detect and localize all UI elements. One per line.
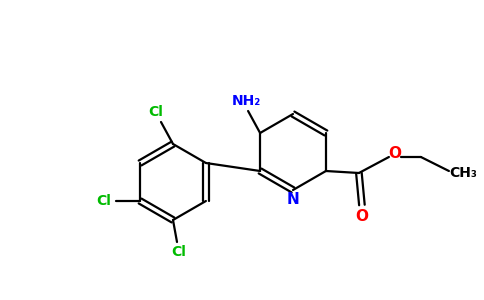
Text: O: O bbox=[355, 208, 368, 224]
Text: N: N bbox=[287, 191, 300, 206]
Text: Cl: Cl bbox=[97, 194, 111, 208]
Text: CH₃: CH₃ bbox=[449, 166, 477, 180]
Text: O: O bbox=[388, 146, 401, 160]
Text: NH₂: NH₂ bbox=[231, 94, 261, 108]
Text: Cl: Cl bbox=[171, 245, 186, 259]
Text: Cl: Cl bbox=[149, 105, 164, 119]
